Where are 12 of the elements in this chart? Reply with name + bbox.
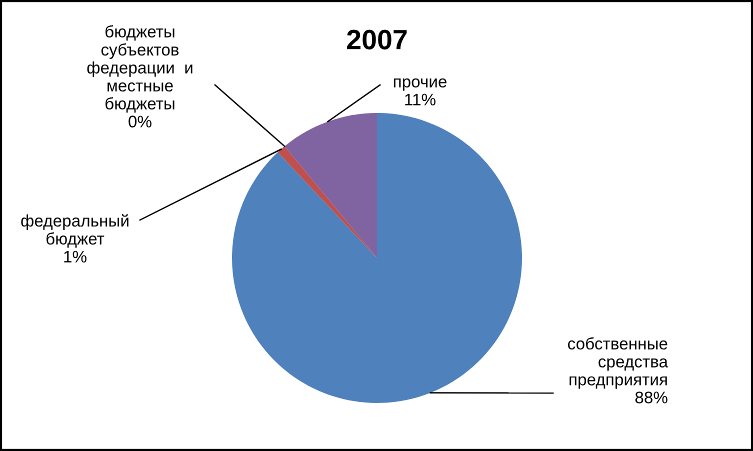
pie-slice	[278, 146, 377, 258]
text: 0%	[128, 116, 152, 128]
data-label: 1%	[64, 250, 86, 263]
category-label: бюджеты субъектов федерации и местные бюджеты	[87, 25, 192, 113]
data-label: 11%	[405, 94, 436, 106]
data-label: 88%	[635, 392, 668, 404]
chart-title: 2007	[347, 30, 407, 50]
slice-label: собственные средства предприятия	[568, 337, 668, 389]
pie-slice	[232, 113, 522, 403]
slice-label: федеральный бюджет	[21, 214, 128, 248]
pie-slice	[284, 113, 377, 258]
slice-label: прочие	[394, 78, 446, 91]
